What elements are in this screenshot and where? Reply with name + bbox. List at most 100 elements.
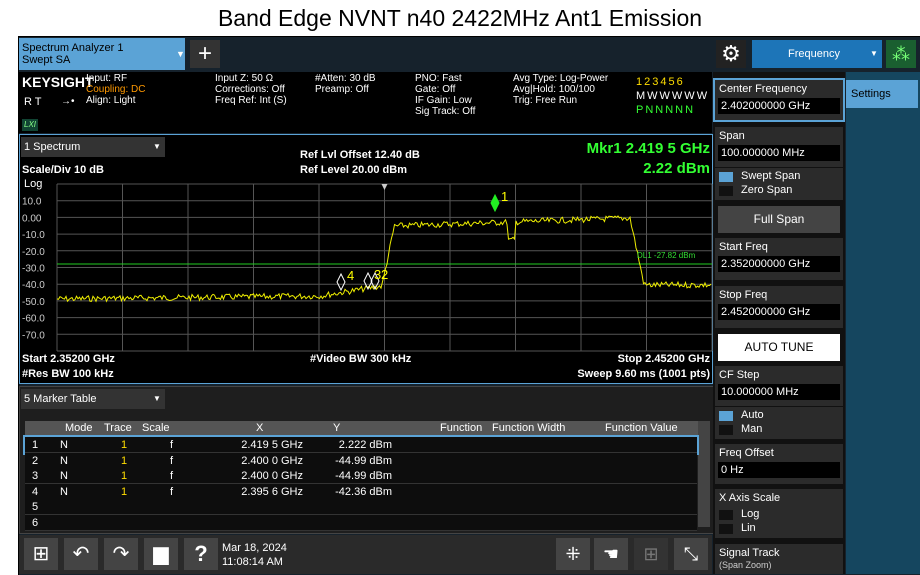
trace-indicator: 123456 <box>636 76 685 88</box>
menu-item[interactable]: Signal Track (Span Zoom) <box>715 544 843 574</box>
menu-item[interactable]: Center Frequency 2.402000000 GHz <box>713 78 845 122</box>
trace-indicator: MWWWWW <box>636 90 710 102</box>
time: 11:08:14 AM <box>222 556 283 568</box>
sweep: Sweep 9.60 ms (1001 pts) <box>577 368 710 380</box>
radio <box>719 411 733 421</box>
radio-group[interactable]: Swept Span Zero Span <box>715 168 843 200</box>
table-tab-arrow: ▼ <box>153 394 161 403</box>
table-cell: -42.36 dBm <box>335 485 392 498</box>
layout-button[interactable]: ⁜ <box>556 538 590 570</box>
radio-label: Auto <box>741 409 764 421</box>
menu-label: X Axis Scale <box>719 492 781 504</box>
help-button[interactable]: ? <box>184 538 218 570</box>
windows-button[interactable]: ⊞ <box>24 538 58 570</box>
table-tab[interactable]: 5 Marker Table ▼ <box>21 389 165 409</box>
table-cell: 5 <box>32 501 39 513</box>
table-header: Scale <box>142 422 170 434</box>
file-button[interactable]: ▆ <box>144 538 178 570</box>
table-cell: N <box>60 485 68 498</box>
table-cell: -44.99 dBm <box>335 454 392 467</box>
menu-label: Center Frequency <box>719 83 808 95</box>
y-label: -50.0 <box>22 297 45 308</box>
table-cell: N <box>60 454 68 467</box>
table-cell: 2.419 5 GHz <box>241 439 303 451</box>
table-cell: f <box>170 485 174 498</box>
table-cell: 1 <box>121 439 128 451</box>
table-row <box>25 499 697 515</box>
vbw: #Video BW 300 kHz <box>310 353 412 365</box>
table-cell: f <box>170 439 174 451</box>
menu-value: 10.000000 MHz <box>718 384 840 400</box>
undo-button[interactable]: ↶ <box>64 538 98 570</box>
table-cell: 4 <box>32 485 39 498</box>
info-text: Avg Type: Log-Power <box>513 73 609 84</box>
table-cell: 6 <box>32 516 39 529</box>
menu-item[interactable]: Span 100.000000 MHz <box>715 127 843 167</box>
table-cell: 3 <box>32 470 39 482</box>
fullscreen-button[interactable]: ⤡ <box>674 538 708 570</box>
graph-tab[interactable]: 1 Spectrum ▼ <box>21 137 165 157</box>
y-label: -30.0 <box>22 264 45 275</box>
marker-freq: Mkr1 2.419 5 GHz <box>586 140 710 157</box>
settings-label: Settings <box>851 88 891 100</box>
redo-button[interactable]: ↷ <box>104 538 138 570</box>
radio <box>719 425 733 435</box>
menu-button-label: Full Span <box>753 212 805 226</box>
marker-amp: 2.22 dBm <box>643 160 710 177</box>
ref-level: Ref Level 20.00 dBm <box>300 164 407 176</box>
menu-item[interactable]: X Axis Scale <box>715 489 843 507</box>
scrollbar <box>698 421 710 527</box>
menu-label: CF Step <box>719 369 760 381</box>
radio-group[interactable]: Auto Man <box>715 407 843 439</box>
rbw: #Res BW 100 kHz <box>22 368 114 380</box>
menu-item[interactable]: Stop Freq 2.452000000 GHz <box>715 286 843 328</box>
tab[interactable]: Spectrum Analyzer 1 Swept SA ▼ <box>19 38 185 70</box>
menu-item[interactable]: CF Step 10.000000 MHz <box>715 366 843 406</box>
add-button[interactable]: + <box>190 40 220 68</box>
settings-column <box>846 72 920 574</box>
table-row <box>25 514 697 531</box>
scale: Scale/Div 10 dB <box>22 164 104 176</box>
menu-label: Signal Track <box>719 547 780 559</box>
info-text: Gate: Off <box>415 84 456 95</box>
trace <box>56 215 712 303</box>
info-panel: KEYSIGHT R T →• LXI Input: RF Coupling: D… <box>19 72 712 133</box>
menu-item[interactable]: Freq Offset 0 Hz <box>715 444 843 484</box>
table-cell: -44.99 dBm <box>335 470 392 482</box>
menu-button-label: AUTO TUNE <box>744 340 814 354</box>
radio-group[interactable]: Log Lin <box>715 506 843 538</box>
menu-label: Stop Freq <box>719 289 768 301</box>
table-cell: 2.400 0 GHz <box>241 454 303 467</box>
radio-label: Lin <box>741 522 756 534</box>
y-label: 0.00 <box>22 213 42 224</box>
menu-item[interactable]: Start Freq 2.352000000 GHz <box>715 238 843 280</box>
table-header: X <box>256 422 264 434</box>
menu-button[interactable]: Frequency ▼ <box>752 40 882 68</box>
menu-button[interactable]: AUTO TUNE <box>718 334 840 361</box>
menu-value: 2.402000000 GHz <box>718 98 840 114</box>
info-text: #Atten: 30 dB <box>315 73 376 84</box>
touch-button[interactable]: ☚ <box>594 538 628 570</box>
trace-indicator: PNNNNN <box>636 104 696 116</box>
radio-label: Man <box>741 423 763 435</box>
y-label: -60.0 <box>22 314 45 325</box>
grid-button[interactable]: ⊞ <box>634 538 668 570</box>
tab-mode: Swept SA <box>22 54 71 66</box>
menu-button[interactable]: Full Span <box>718 206 840 233</box>
table-cell: f <box>170 470 174 482</box>
marker <box>490 193 500 213</box>
info-text: Preamp: Off <box>315 84 369 95</box>
y-label: -70.0 <box>22 330 45 341</box>
info-text: Avg|Hold: 100/100 <box>513 84 595 95</box>
menu-value: 2.452000000 GHz <box>718 304 840 320</box>
info-text: Freq Ref: Int (S) <box>215 95 287 106</box>
info-text: PNO: Fast <box>415 73 462 84</box>
marker-label: 3 <box>374 267 381 282</box>
info-text: Input Z: 50 Ω <box>215 73 274 84</box>
menu-sub: (Span Zoom) <box>719 560 772 570</box>
table-header: Trace <box>104 422 132 434</box>
settings-tab[interactable]: Settings <box>846 80 918 108</box>
info-text: Input: RF <box>86 73 128 84</box>
table-cell: 1 <box>121 470 128 482</box>
gear[interactable]: ⚙ <box>716 40 746 68</box>
